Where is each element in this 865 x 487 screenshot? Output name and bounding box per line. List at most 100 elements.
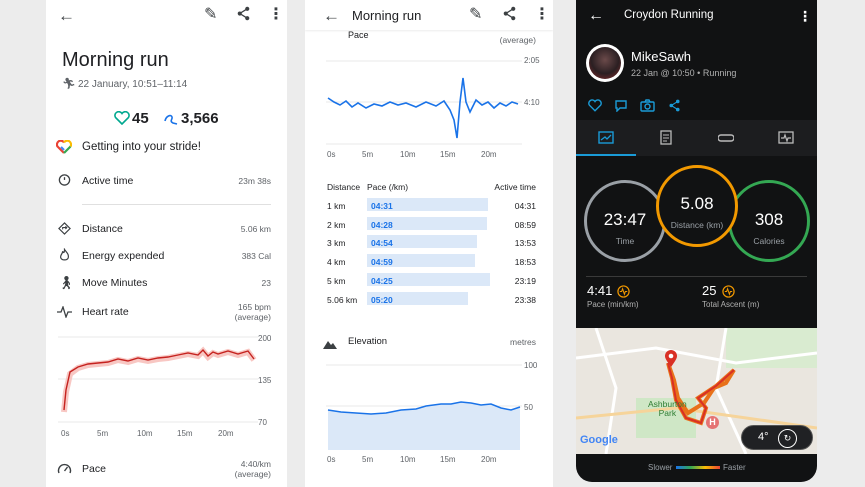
tab-laps[interactable]: [696, 120, 756, 156]
split-time: 08:59: [514, 220, 536, 230]
elevation-unit: metres: [510, 337, 536, 347]
map-tiles: [576, 328, 817, 454]
avatar-photo: [589, 47, 621, 79]
split-pace-bar: [367, 198, 488, 211]
route-map[interactable]: Ashburton Park H Google 4° ↻: [576, 328, 817, 454]
split-distance: 5.06 km: [327, 295, 358, 305]
elevation-tick: 100: [524, 361, 538, 370]
split-time: 04:31: [514, 201, 536, 211]
top-app-bar: ← Morning run ✎ ⋮: [305, 0, 553, 30]
wind-direction-icon: ↻: [778, 429, 797, 448]
road: [576, 406, 817, 430]
split-pace-bar: [367, 292, 468, 305]
comment-icon[interactable]: [614, 99, 628, 117]
pace-value: 4:40/km: [240, 459, 271, 469]
hr-tick: 70: [258, 418, 267, 427]
road: [594, 328, 618, 454]
x-tick: 15m: [440, 455, 456, 464]
split-pace: 04:59: [371, 257, 393, 267]
google-fit-panel: ← ✎ ⋮ Morning run 🏃︎ 22 January, 10:51–1…: [46, 0, 287, 487]
hospital-icon: H: [706, 416, 719, 429]
route-path-fast: [667, 362, 735, 425]
map-place-label: Ashburton Park: [648, 399, 687, 418]
share-icon[interactable]: [668, 99, 681, 117]
back-arrow-icon[interactable]: ←: [323, 6, 340, 25]
elevation-title: Elevation: [348, 336, 388, 347]
ascent-value: 25: [702, 283, 717, 298]
active-time-column-header: Active time: [494, 182, 536, 192]
screen-title: Morning run: [352, 8, 422, 23]
calories-label: Calories: [753, 236, 785, 246]
tab-bar: [576, 120, 817, 156]
split-pace: 04:25: [371, 276, 393, 286]
split-distance: 5 km: [327, 276, 346, 286]
speedometer-icon: [57, 462, 72, 480]
weather-chip[interactable]: 4° ↻: [741, 425, 813, 450]
heart-rate-chart: [58, 336, 258, 423]
x-tick: 0s: [327, 150, 336, 159]
x-tick: 0s: [61, 429, 70, 438]
divider: [82, 204, 271, 205]
calories-value: 308: [754, 210, 784, 229]
heart-points-value: 45: [132, 110, 149, 127]
active-time-value: 23m 38s: [238, 176, 271, 186]
distance-value: 5.08: [680, 194, 714, 213]
share-icon[interactable]: [236, 6, 251, 25]
heart-rate-label: Heart rate: [82, 306, 129, 318]
tab-stats[interactable]: [636, 120, 696, 156]
legend-slow-label: Slower: [648, 463, 673, 472]
more-options-icon[interactable]: ⋮: [798, 8, 812, 24]
split-pace: 04:31: [371, 201, 393, 211]
heart-points-icon: [114, 110, 130, 130]
running-figure-icon: 🏃︎: [62, 78, 76, 90]
time-ring: [584, 180, 666, 262]
flame-icon: [58, 247, 71, 267]
back-arrow-icon[interactable]: ←: [588, 7, 604, 24]
encouragement-text: Getting into your stride!: [82, 141, 201, 153]
share-icon[interactable]: [502, 6, 517, 25]
split-pace-bar: [367, 217, 487, 230]
mountain-icon: [323, 336, 337, 354]
activity-date: 22 January, 10:51–11:14: [78, 79, 188, 90]
garmin-connect-panel: ← Croydon Running ⋮ MikeSawh 22 Jan @ 10…: [576, 0, 817, 482]
more-options-icon[interactable]: ⋮: [268, 6, 284, 23]
temperature-value: 4°: [758, 431, 769, 443]
speed-gradient-legend: [676, 466, 720, 469]
heart-rate-icon: [57, 305, 72, 323]
pace-indicator-icon: [617, 285, 630, 303]
more-options-icon[interactable]: ⋮: [534, 6, 550, 23]
avatar[interactable]: [586, 44, 624, 82]
split-distance: 3 km: [327, 238, 346, 248]
heart-rate-average-note: (average): [234, 312, 271, 322]
ascent-label: Total Ascent (m): [702, 300, 760, 309]
edit-icon[interactable]: ✎: [469, 6, 483, 23]
google-logo: Google: [580, 434, 618, 446]
overview-icon: [598, 131, 614, 144]
heart-rate-band: [61, 346, 257, 413]
camera-icon[interactable]: [640, 99, 655, 117]
pace-average-note: (average): [499, 35, 536, 45]
pace-column-header: Pace (/km): [367, 182, 409, 192]
document-icon: [660, 130, 672, 145]
x-tick: 5m: [362, 455, 374, 464]
move-minutes-value: 23: [261, 278, 271, 288]
split-pace-bar: [367, 254, 475, 267]
pace-chart: [326, 60, 522, 145]
heart-rate-line: [63, 348, 255, 411]
like-heart-icon[interactable]: [588, 99, 602, 117]
pace-value: 4:41: [587, 283, 613, 298]
edit-icon[interactable]: ✎: [204, 6, 218, 23]
distance-column-header: Distance: [327, 182, 361, 192]
back-arrow-icon[interactable]: ←: [58, 6, 75, 25]
divider: [586, 276, 807, 277]
move-minutes-label: Move Minutes: [82, 277, 148, 289]
distance-ring: [656, 165, 738, 247]
chart-icon: [778, 131, 794, 144]
tab-charts[interactable]: [756, 120, 817, 156]
split-time: 18:53: [514, 257, 536, 267]
tab-overview[interactable]: [576, 120, 636, 156]
road: [576, 346, 817, 365]
split-time: 13:53: [514, 238, 536, 248]
elevation-area: [328, 402, 520, 450]
pace-average-note: (average): [234, 469, 271, 479]
